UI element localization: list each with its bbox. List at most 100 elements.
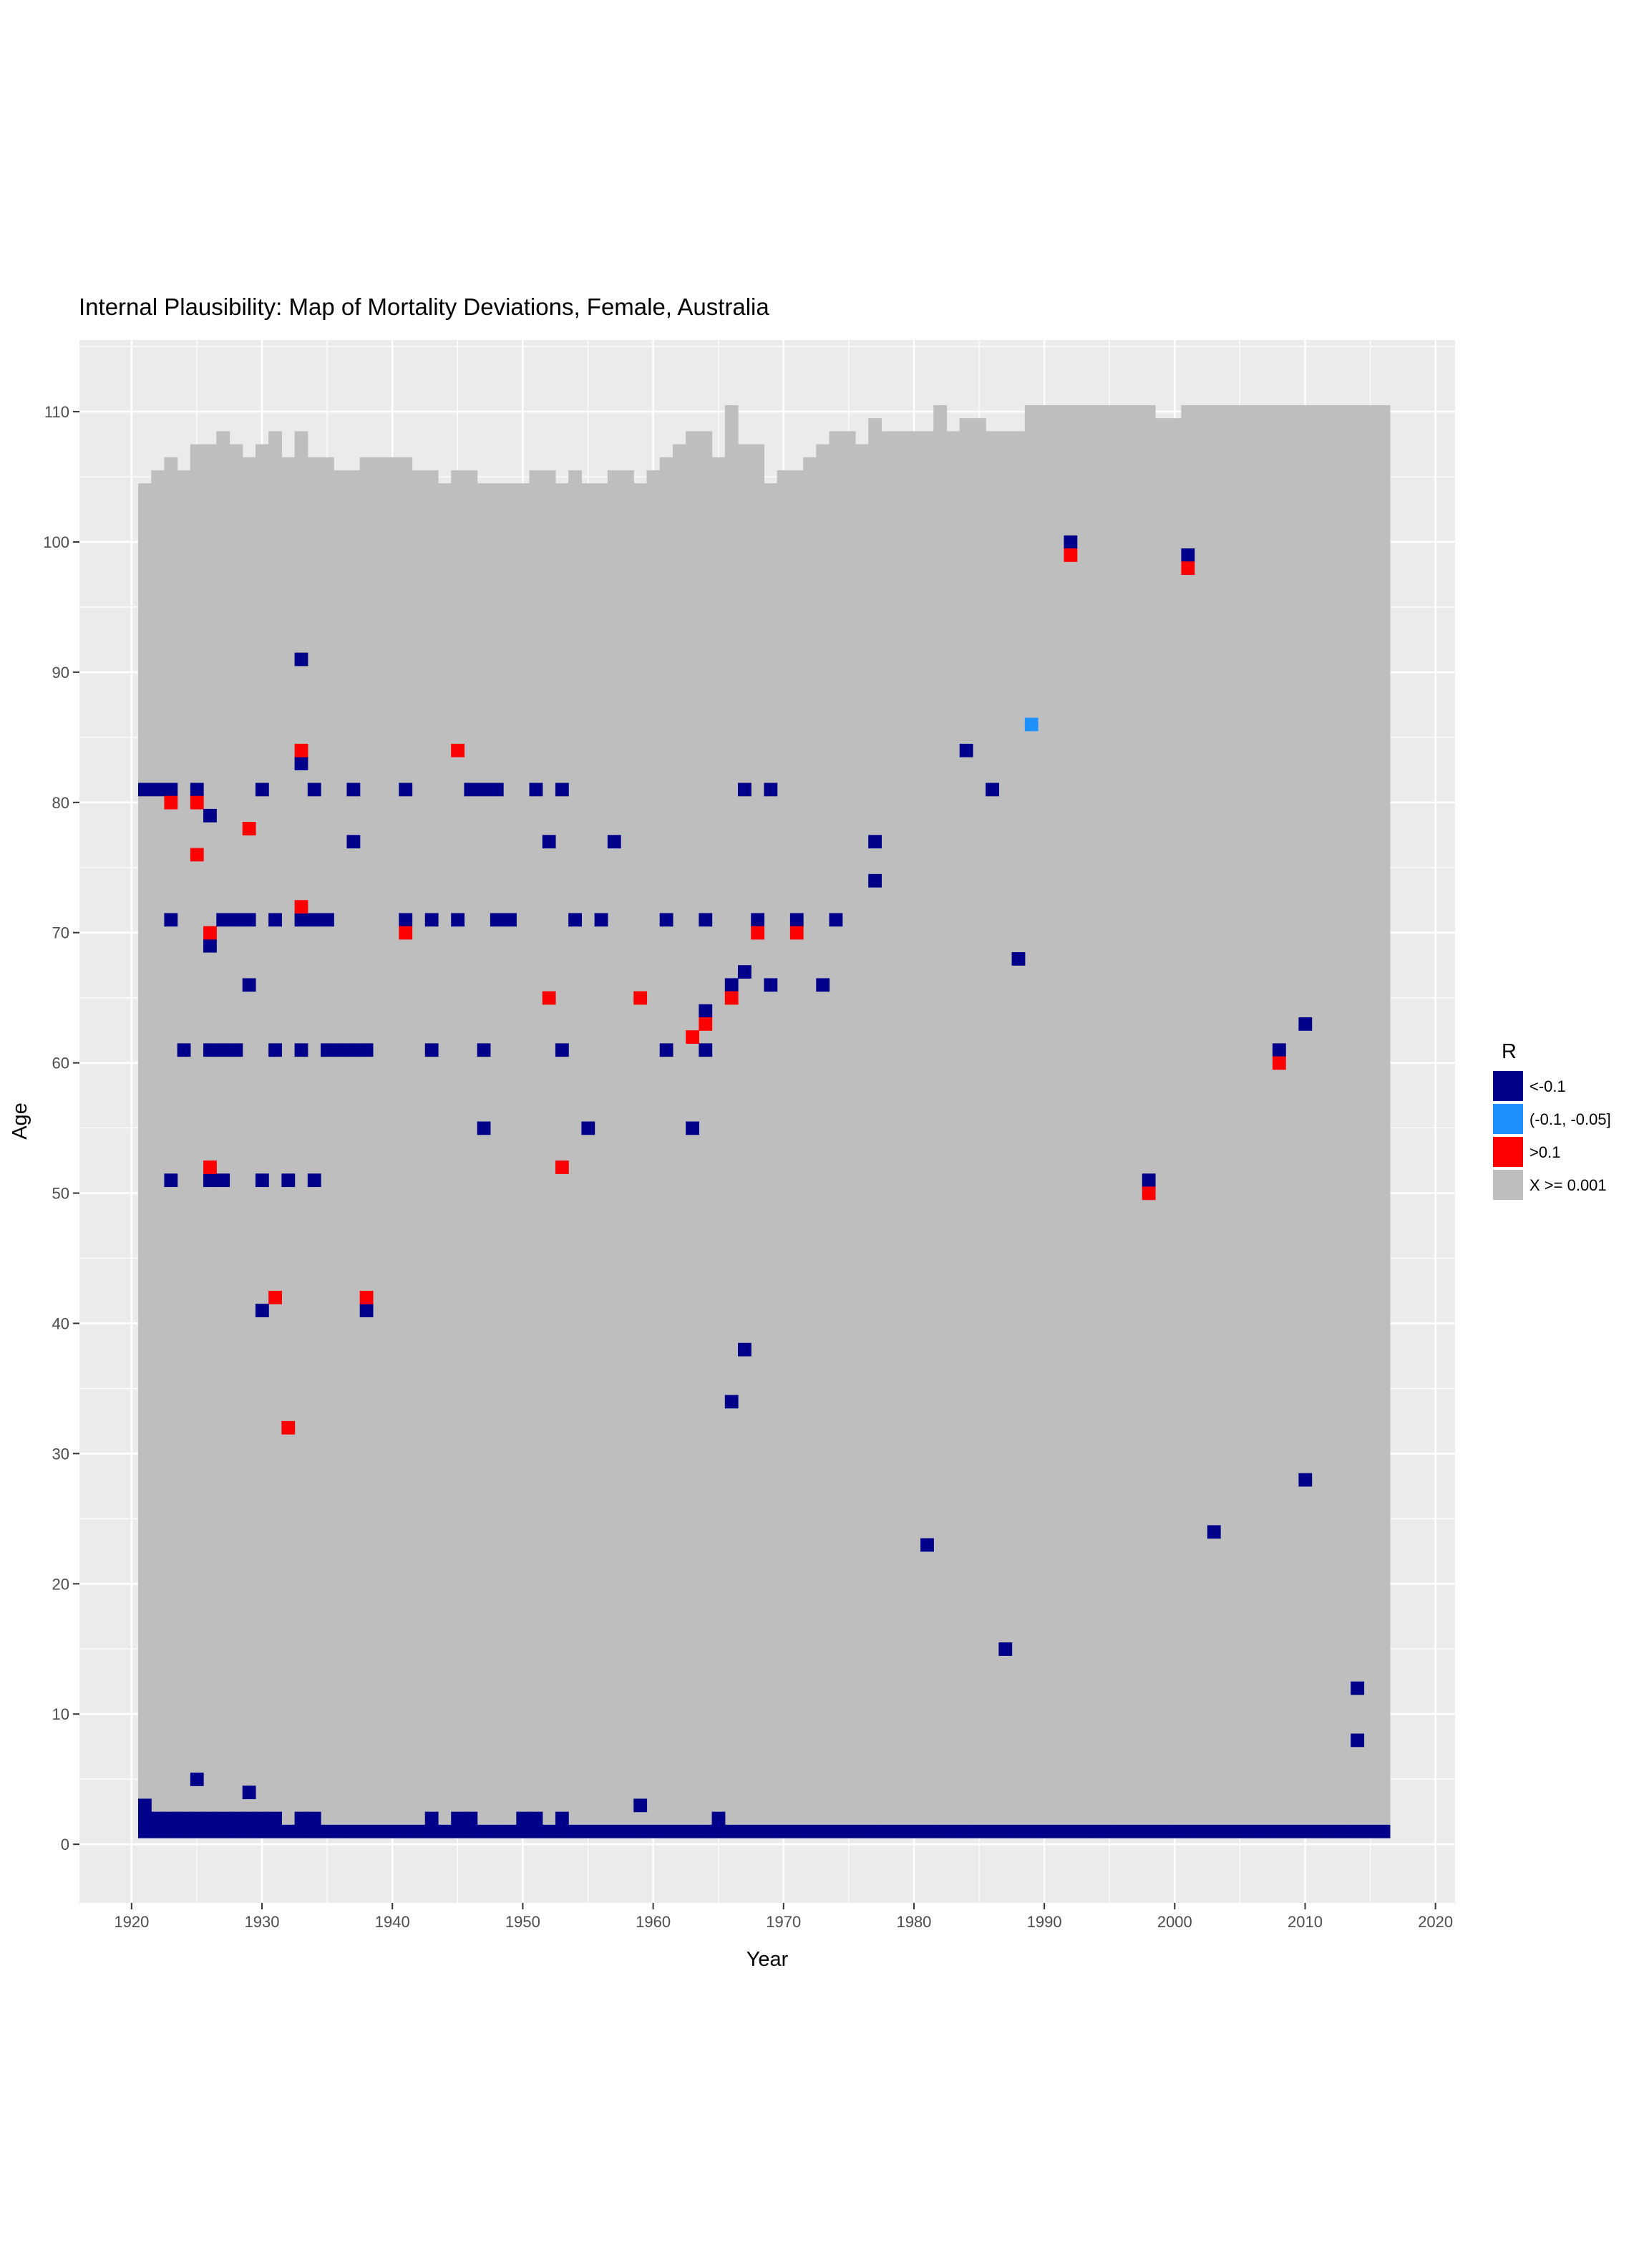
heatmap-column: [294, 431, 308, 1838]
heatmap-column: [894, 431, 908, 1838]
heatmap-column: [1116, 404, 1130, 1838]
heatmap-column: [672, 444, 686, 1838]
heatmap-column: [751, 444, 765, 1838]
heatmap-cell: [1272, 1043, 1286, 1057]
heatmap-cell: [399, 926, 413, 940]
heatmap-cell: [255, 1173, 269, 1188]
heatmap-cell: [203, 939, 217, 953]
heatmap-column: [503, 483, 517, 1838]
heatmap-cell: [1351, 1681, 1365, 1695]
heatmap-cell: [451, 1811, 465, 1826]
heatmap-column: [1259, 404, 1273, 1838]
heatmap-column: [1207, 404, 1221, 1838]
heatmap-cell: [1194, 1824, 1208, 1838]
heatmap-cell: [203, 1160, 217, 1174]
heatmap-cell: [242, 1824, 256, 1838]
heatmap-cell: [1220, 1824, 1234, 1838]
heatmap-cell: [633, 1798, 648, 1813]
heatmap-column: [568, 470, 582, 1838]
heatmap-cell: [699, 1017, 713, 1031]
x-tick-label: 2000: [1157, 1913, 1192, 1931]
heatmap-column: [1246, 404, 1260, 1838]
heatmap-cell: [594, 913, 608, 927]
heatmap-cell: [334, 1824, 348, 1838]
heatmap-column: [399, 457, 413, 1838]
heatmap-cell: [294, 757, 308, 770]
heatmap-cell: [151, 782, 165, 797]
heatmap-cell: [920, 1824, 934, 1838]
heatmap-cell: [451, 1824, 465, 1838]
heatmap-cell: [268, 913, 282, 927]
heatmap-cell: [424, 913, 439, 927]
heatmap-column: [633, 483, 648, 1838]
heatmap-cell: [1089, 1824, 1104, 1838]
heatmap-column: [190, 444, 204, 1838]
heatmap-cell: [738, 1824, 751, 1838]
heatmap-cell: [307, 1811, 321, 1826]
heatmap-cell: [607, 835, 621, 849]
heatmap-column: [646, 470, 661, 1838]
heatmap-cell: [868, 873, 882, 888]
heatmap-cell: [412, 1824, 426, 1838]
heatmap-cell: [959, 743, 973, 757]
heatmap-cell: [321, 1043, 334, 1057]
heatmap-column: [1089, 404, 1104, 1838]
heatmap-column: [242, 457, 256, 1838]
legend-swatch: [1493, 1104, 1523, 1134]
heatmap-cell: [242, 1811, 256, 1826]
heatmap-cell: [151, 1811, 165, 1826]
y-tick-label: 110: [44, 403, 69, 421]
heatmap-cell: [294, 913, 308, 927]
heatmap-cell: [307, 782, 321, 797]
heatmap-cell: [621, 1824, 634, 1838]
heatmap-column: [1051, 404, 1065, 1838]
heatmap-cell: [738, 965, 751, 979]
heatmap-cell: [972, 1824, 986, 1838]
heatmap-cell: [542, 835, 556, 849]
heatmap-cell: [738, 1342, 751, 1357]
heatmap-cell: [1233, 1824, 1247, 1838]
heatmap-cell: [399, 913, 413, 927]
heatmap-cell: [451, 743, 465, 757]
heatmap-cell: [699, 1004, 713, 1018]
heatmap-cell: [346, 1043, 361, 1057]
heatmap-cell: [1076, 1824, 1091, 1838]
heatmap-cell: [1038, 1824, 1051, 1838]
heatmap-column: [1233, 404, 1247, 1838]
heatmap-cell: [490, 913, 504, 927]
heatmap-cell: [607, 1824, 621, 1838]
heatmap-cell: [568, 1824, 582, 1838]
heatmap-cell: [255, 1824, 269, 1838]
heatmap-cell: [177, 1811, 191, 1826]
heatmap-cell: [164, 1824, 178, 1838]
heatmap-column: [1220, 404, 1234, 1838]
heatmap-cell: [203, 1811, 217, 1826]
heatmap-cell: [268, 1290, 282, 1304]
heatmap-cell: [294, 743, 308, 757]
heatmap-cell: [529, 1811, 543, 1826]
heatmap-cell: [203, 1043, 217, 1057]
heatmap-column: [321, 457, 334, 1838]
heatmap-column: [437, 483, 452, 1838]
heatmap-column: [490, 483, 504, 1838]
heatmap-cell: [1207, 1824, 1221, 1838]
heatmap-column: [542, 470, 556, 1838]
heatmap-cell: [1285, 1824, 1299, 1838]
heatmap-cell: [164, 795, 178, 810]
heatmap-column: [255, 444, 269, 1838]
heatmap-column: [1285, 404, 1299, 1838]
heatmap-column: [1363, 404, 1378, 1838]
x-tick-label: 1990: [1027, 1913, 1062, 1931]
heatmap-cell: [516, 1811, 530, 1826]
axes: 0 10 20 30 40 50 60 70 80 90 100 110 1920 1930 1940 195…: [43, 403, 1453, 1931]
legend-title: R: [1502, 1040, 1517, 1063]
heatmap-column: [216, 431, 230, 1838]
heatmap-cell: [424, 1811, 439, 1826]
heatmap-column: [1272, 404, 1286, 1838]
heatmap-column: [594, 483, 608, 1838]
heatmap-cell: [529, 1824, 543, 1838]
heatmap-column: [1168, 418, 1182, 1838]
heatmap-cell: [1272, 1056, 1286, 1070]
heatmap-column: [1142, 404, 1156, 1838]
